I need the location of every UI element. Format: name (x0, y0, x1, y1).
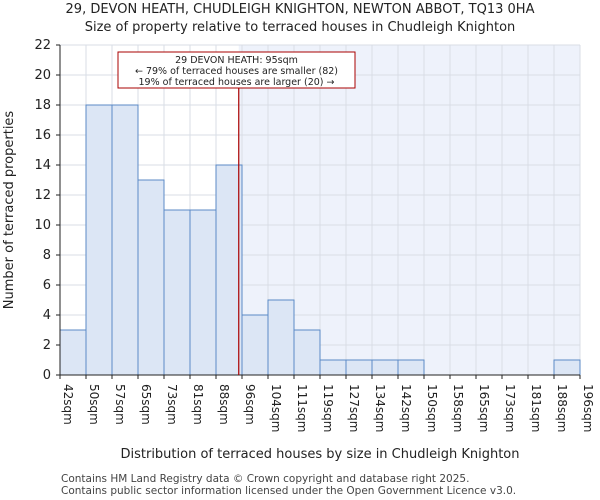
histogram-bar (345, 359, 373, 376)
x-tick-label: 173sqm (503, 384, 517, 432)
x-tick-label: 150sqm (425, 384, 439, 432)
x-tick-label: 42sqm (61, 384, 75, 425)
chart-title: 29, DEVON HEATH, CHUDLEIGH KNIGHTON, NEW… (65, 2, 535, 17)
y-tick-label: 0 (43, 368, 51, 383)
y-tick-label: 20 (34, 68, 51, 83)
x-tick-label: 188sqm (555, 384, 569, 432)
y-tick-label: 2 (43, 338, 51, 353)
y-tick-label: 4 (43, 308, 51, 323)
x-tick-label: 134sqm (373, 384, 387, 432)
x-tick-label: 111sqm (295, 384, 309, 432)
y-tick-label: 8 (43, 248, 51, 263)
x-tick-label: 142sqm (399, 384, 413, 432)
annotation-line: 19% of terraced houses are larger (20) → (139, 77, 335, 88)
y-tick-label: 14 (34, 158, 51, 173)
x-axis-label: Distribution of terraced houses by size … (120, 447, 519, 462)
x-tick-label: 96sqm (243, 384, 257, 425)
x-tick-label: 104sqm (269, 384, 283, 432)
annotation-box (117, 51, 356, 89)
footer-copyright: Contains HM Land Registry data © Crown c… (61, 473, 470, 485)
histogram-bar (137, 179, 165, 376)
histogram-bar (553, 359, 581, 376)
y-tick-label: 6 (43, 278, 51, 293)
x-tick-label: 165sqm (477, 384, 491, 432)
x-tick-label: 196sqm (581, 384, 595, 432)
x-tick-label: 65sqm (139, 384, 153, 425)
x-tick-label: 88sqm (217, 384, 231, 425)
y-tick-label: 18 (34, 98, 51, 113)
chart-subtitle: Size of property relative to terraced ho… (84, 20, 516, 35)
x-tick-label: 57sqm (113, 384, 127, 425)
x-tick-label: 50sqm (87, 384, 101, 425)
y-tick-label: 12 (34, 188, 51, 203)
histogram-bar (397, 359, 425, 376)
histogram-bar (241, 314, 269, 376)
larger-region (238, 45, 580, 375)
histogram-bar (371, 359, 399, 376)
annotation-line: 29 DEVON HEATH: 95sqm (175, 55, 298, 66)
histogram-bar (293, 329, 321, 376)
histogram-bar (189, 209, 217, 376)
footer-licence: Contains public sector information licen… (61, 485, 517, 497)
annotation-line: ← 79% of terraced houses are smaller (82… (135, 66, 338, 77)
histogram-bar (215, 164, 243, 376)
x-tick-label: 81sqm (191, 384, 205, 425)
histogram-bar (111, 104, 139, 376)
x-tick-label: 158sqm (451, 384, 465, 432)
x-tick-label: 73sqm (165, 384, 179, 425)
y-tick-label: 16 (34, 128, 51, 143)
y-tick-label: 22 (34, 38, 51, 53)
y-tick-label: 10 (34, 218, 51, 233)
x-tick-label: 127sqm (347, 384, 361, 432)
histogram-bar (319, 359, 347, 376)
x-tick-label: 119sqm (321, 384, 335, 432)
histogram-bar (267, 299, 295, 376)
x-tick-label: 181sqm (529, 384, 543, 432)
histogram-bar (59, 329, 87, 376)
histogram-bar (163, 209, 191, 376)
y-axis-label: Number of terraced properties (2, 111, 17, 310)
histogram-bar (85, 104, 113, 376)
